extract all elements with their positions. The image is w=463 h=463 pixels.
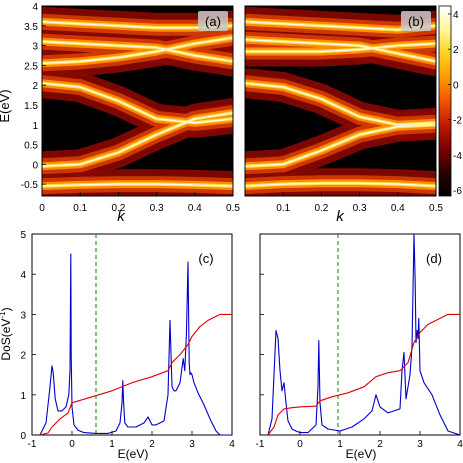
band-glow-layer-4 <box>42 112 233 167</box>
panel-d-x-axis: -1 0 1 2 3 4 <box>256 431 463 450</box>
panel-a-ytick-label: 4 <box>32 2 38 13</box>
panel-a-ytick-label: 2 <box>32 81 38 92</box>
colorbar-tick-label: -6 <box>453 186 462 197</box>
panel-a-ytick-label: 1.5 <box>24 101 38 112</box>
panel-d-dos-curve <box>267 234 460 435</box>
panel-a-x-axis: 0 0.1 0.2 0.3 0.4 0.5 <box>39 192 240 214</box>
panel-c-xtick-label: 1 <box>109 439 115 450</box>
band-glow-layer-4 <box>245 38 436 63</box>
panel-c-ylabel-close: ) <box>0 307 13 311</box>
panel-a-ytick-label: -0.5 <box>21 180 39 191</box>
panel-a-xlabel: k <box>117 208 126 225</box>
panel-d-xtick-label: 3 <box>417 439 423 450</box>
band-glow-layer-4 <box>42 37 233 65</box>
colorbar-tick-label: -2 <box>453 116 462 127</box>
panel-b-xlabel: k <box>336 208 345 225</box>
panel-a-label-box <box>198 11 228 31</box>
panel-c-lines <box>39 234 232 435</box>
panel-c-ytick-label: 1 <box>20 391 26 402</box>
panel-c-xtick-label: 2 <box>149 439 155 450</box>
panel-c-y-axis: 0 1 2 3 4 5 <box>20 230 36 442</box>
panel-d: (d) -1 0 1 2 3 4 E(eV) <box>256 233 463 461</box>
panel-c-ytick-label: 4 <box>20 270 26 281</box>
panel-a-xtick-label: 0 <box>39 203 45 214</box>
panel-c-x-axis: -1 0 1 2 3 4 <box>28 431 235 450</box>
band-glow-layer-4 <box>245 182 436 187</box>
panel-a-xtick-label: 0.3 <box>150 203 164 214</box>
panel-b-x-axis: 0.1 0.2 0.3 0.4 0.5 <box>276 192 443 214</box>
panel-c-ytick-label: 3 <box>20 310 26 321</box>
panel-d-label: (d) <box>426 251 442 266</box>
panel-b-xtick-label: 0.3 <box>353 203 367 214</box>
band-glow-layer-4 <box>245 82 436 126</box>
panel-c-xlabel: E(eV) <box>118 447 149 461</box>
panel-c-xtick-label: 3 <box>189 439 195 450</box>
panel-a-xtick-label: 0.2 <box>111 203 125 214</box>
colorbar-tick-label: 0 <box>453 80 459 91</box>
panel-c-ytick-label: 5 <box>20 230 26 241</box>
colorbar-tick-label: 4 <box>453 10 459 21</box>
panel-d-y-axis <box>260 233 264 436</box>
panel-d-xtick-label: 1 <box>337 439 343 450</box>
panel-c-ylabel-main: DoS(eV <box>0 319 13 361</box>
panel-c-ytick-label: 2 <box>20 351 26 362</box>
band-glow-layer-4 <box>42 82 233 124</box>
panel-b-xtick-label: 0.4 <box>391 203 405 214</box>
panel-d-integrated-dos-curve <box>267 313 460 435</box>
panel-d-xtick-label: 4 <box>457 439 463 450</box>
panel-a-y-axis: 4 3.5 3 2.5 2 1.5 1 0.5 0 -0.5 <box>21 2 46 191</box>
panel-a-ylabel: E(eV) <box>0 89 12 122</box>
panel-b-frame <box>244 5 437 197</box>
panel-a-xtick-label: 0.5 <box>226 203 240 214</box>
panel-c-frame <box>31 233 233 436</box>
panel-c-xtick-label: 0 <box>69 439 75 450</box>
colorbar-tick-label: 2 <box>453 45 459 56</box>
panel-b-xtick-label: 0.1 <box>276 203 290 214</box>
panel-c-xtick-label: 4 <box>229 439 235 450</box>
panel-d-frame <box>259 233 461 436</box>
panel-c-integrated-dos-curve <box>39 313 232 435</box>
panel-a-ytick-label: 0 <box>32 160 38 171</box>
panel-d-xtick-label: 2 <box>377 439 383 450</box>
panel-a-label: (a) <box>205 14 221 29</box>
panel-d-lines <box>267 234 460 435</box>
panel-c-label: (c) <box>198 251 213 266</box>
panel-c-dos-curve <box>39 253 232 435</box>
colorbar-ticks: 4 2 0 -2 -4 -6 <box>448 10 462 197</box>
panel-a-ytick-label: 0.5 <box>24 141 38 152</box>
panel-b-label: (b) <box>408 14 424 29</box>
panel-d-xtick-label: -1 <box>256 439 265 450</box>
panel-a: (a) 43.532.521.510.50-0.5 0 0.1 0.2 0.3 0.4 0… <box>0 2 240 225</box>
panel-a-bands <box>42 6 233 196</box>
colorbar-gradient <box>438 5 452 197</box>
panel-a-xtick-label: 0.4 <box>188 203 202 214</box>
panel-c-xtick-label: -1 <box>28 439 37 450</box>
panel-a-ytick-label: 1 <box>32 121 38 132</box>
panel-a-xtick-label: 0.1 <box>73 203 87 214</box>
band-glow-layer-4 <box>42 40 233 63</box>
panel-c-ytick-label: 0 <box>20 431 26 442</box>
colorbar-tick-label: -4 <box>453 151 462 162</box>
panel-a-frame <box>41 5 234 197</box>
panel-d-xtick-label: 0 <box>297 439 303 450</box>
panel-a-ytick-label: 2.5 <box>24 61 38 72</box>
panel-a-ytick-label: 3 <box>32 42 38 53</box>
colorbar: 4 2 0 -2 -4 -6 <box>438 5 462 197</box>
band-glow-layer-4 <box>245 42 436 53</box>
panel-b: (b) 0.1 0.2 0.3 0.4 0.5 k <box>244 5 443 225</box>
panel-a-ytick-label: 3.5 <box>24 22 38 33</box>
panel-b-label-box <box>401 11 431 31</box>
panel-c-ylabel-sup: -1 <box>0 311 7 319</box>
panel-c-ylabel: DoS(eV-1) <box>0 307 13 360</box>
panel-b-xtick-label: 0.5 <box>429 203 443 214</box>
band-glow-layer-4 <box>42 183 233 187</box>
panel-b-xtick-label: 0.2 <box>314 203 328 214</box>
band-glow-layer-4 <box>245 124 436 167</box>
panel-d-xlabel: E(eV) <box>346 447 377 461</box>
